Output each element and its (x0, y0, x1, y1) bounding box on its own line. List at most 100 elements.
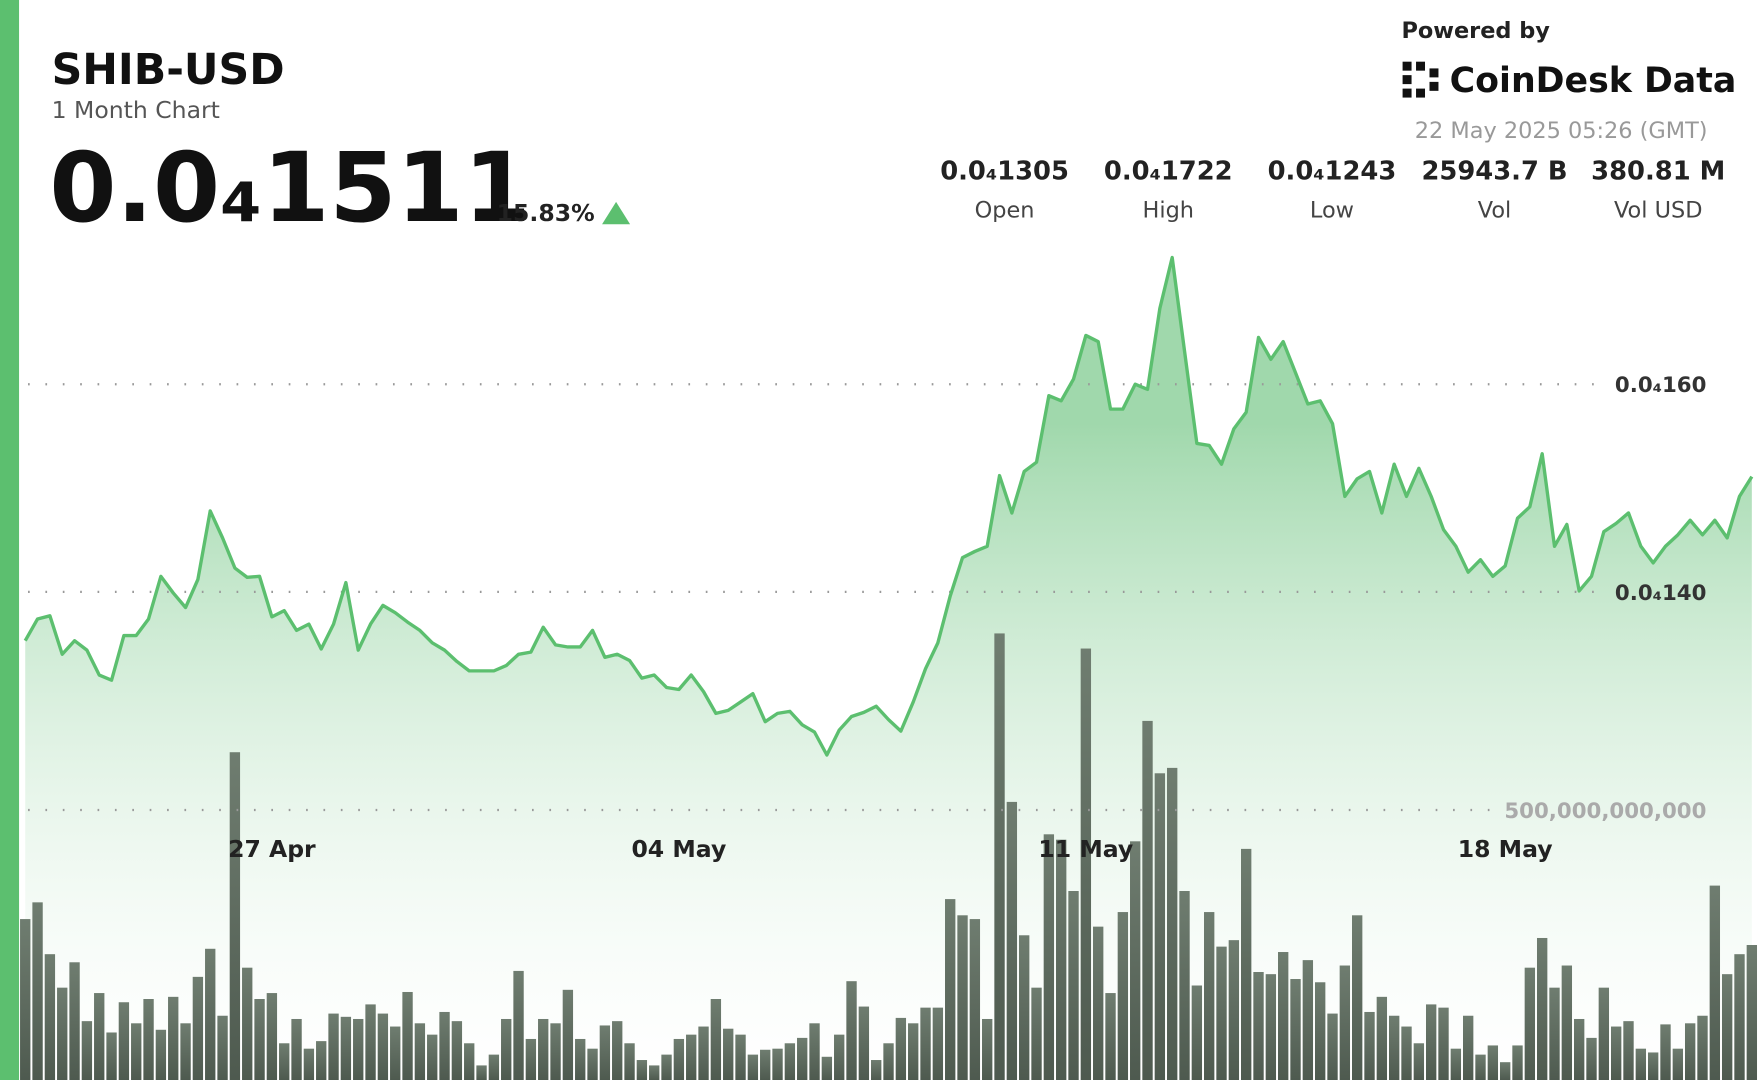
volume-bar (1573, 1018, 1585, 1080)
volume-bar (797, 1037, 808, 1080)
plot-area: 0.0₄140 0.0₄160 500,000,000,000 27 Apr 04 Ma… (20, 255, 1758, 1080)
volume-tick-label: 500,000,000,000 (1504, 799, 1706, 824)
volume-bar (1068, 891, 1079, 1080)
volume-bar (562, 989, 574, 1080)
volume-bar (1684, 1023, 1696, 1080)
brand-logo (1402, 61, 1439, 98)
volume-bar (1006, 801, 1018, 1080)
volume-bar (377, 1013, 389, 1080)
volume-bar (735, 1034, 746, 1080)
stat-label: Vol USD (1614, 198, 1703, 224)
up-arrow (602, 201, 631, 225)
volume-bar (1216, 946, 1227, 1080)
volume-bar (20, 919, 31, 1080)
volume-bar (587, 1048, 598, 1080)
volume-bar (871, 1060, 882, 1080)
volume-bar (205, 948, 216, 1080)
volume-bar (513, 970, 524, 1080)
volume-bar (1080, 648, 1092, 1080)
volume-bar (612, 1021, 623, 1080)
volume-bar (69, 962, 80, 1080)
volume-bar (1327, 1013, 1338, 1080)
volume-bar (723, 1028, 734, 1080)
volume-bar (1647, 1052, 1659, 1080)
volume-bar (1265, 974, 1277, 1080)
volume-bar (1290, 979, 1301, 1080)
volume-bar (1228, 940, 1240, 1080)
volume-bar (1179, 891, 1190, 1080)
stat-value: 0.0₄1722 (1104, 156, 1233, 186)
x-tick-label: 18 May (1458, 835, 1553, 863)
volume-bar (760, 1049, 771, 1080)
volume-bar (673, 1038, 685, 1080)
volume-bar (969, 919, 981, 1080)
x-tick-label: 04 May (631, 835, 726, 863)
volume-bar (784, 1043, 796, 1080)
volume-bar (1438, 1007, 1449, 1080)
stat-label: Open (975, 198, 1035, 224)
volume-bar (1019, 935, 1030, 1080)
volume-bar (1130, 841, 1141, 1080)
volume-bar (575, 1038, 586, 1080)
volume-bar (365, 1004, 376, 1080)
volume-bar (550, 1023, 561, 1080)
volume-bar (1204, 912, 1215, 1080)
volume-bar (340, 1016, 352, 1080)
volume-bar (772, 1048, 783, 1080)
volume-bar (155, 1029, 167, 1080)
x-tick-label: 11 May (1038, 835, 1133, 863)
volume-bar (1746, 945, 1758, 1080)
chart-subtitle: 1 Month Chart (52, 96, 220, 124)
volume-bar (982, 1018, 993, 1080)
volume-bar (254, 999, 265, 1080)
volume-bar (1278, 952, 1289, 1080)
chart-title: SHIB-USD (52, 45, 285, 95)
volume-bar (1352, 915, 1363, 1080)
volume-bar (229, 752, 241, 1080)
volume-bar (131, 1023, 142, 1080)
volume-bar (1734, 954, 1745, 1080)
price-area (25, 257, 1752, 1080)
volume-bar (1401, 1026, 1412, 1080)
volume-bar (106, 1032, 117, 1080)
volume-bar (945, 899, 956, 1080)
volume-bar (883, 1043, 894, 1080)
volume-bar (957, 915, 968, 1080)
volume-bar (686, 1034, 697, 1080)
volume-bar (1413, 1043, 1425, 1080)
volume-bar (1031, 987, 1042, 1080)
volume-bar (1462, 1015, 1474, 1080)
last-price: 0.0₄1511 (49, 131, 530, 244)
volume-bar (316, 1041, 327, 1080)
volume-bar (1598, 987, 1610, 1080)
stat-value: 0.0₄1305 (940, 156, 1069, 186)
volume-bar (1302, 960, 1314, 1080)
volume-bar (698, 1026, 709, 1080)
stats: 0.0₄1305 Open 0.0₄1722 High 0.0₄1243 Low 25943… (940, 156, 1725, 223)
volume-bar (858, 1006, 870, 1080)
volume-bar (599, 1025, 611, 1080)
volume-bar (1376, 996, 1388, 1080)
volume-bar (1093, 926, 1104, 1080)
volume-bar (118, 1002, 130, 1080)
volume-bar (994, 633, 1005, 1080)
volume-bar (81, 1021, 93, 1080)
volume-bar (895, 1017, 907, 1080)
x-tick-label: 27 Apr (228, 835, 316, 863)
stat-label: Vol (1478, 198, 1512, 224)
volume-bar (1512, 1045, 1523, 1080)
volume-bar (538, 1018, 549, 1080)
volume-bar (168, 996, 179, 1080)
volume-bar (1191, 985, 1203, 1080)
volume-bar (834, 1034, 845, 1080)
volume-bar (1475, 1054, 1486, 1080)
volume-bar (1549, 987, 1560, 1080)
volume-bar (353, 1018, 364, 1080)
volume-bar (180, 1023, 191, 1080)
volume-bar (1388, 1015, 1400, 1080)
volume-bar (821, 1056, 833, 1080)
y-tick-label: 0.0₄140 (1615, 581, 1707, 606)
volume-bar (908, 1023, 919, 1080)
volume-bar (846, 981, 857, 1080)
